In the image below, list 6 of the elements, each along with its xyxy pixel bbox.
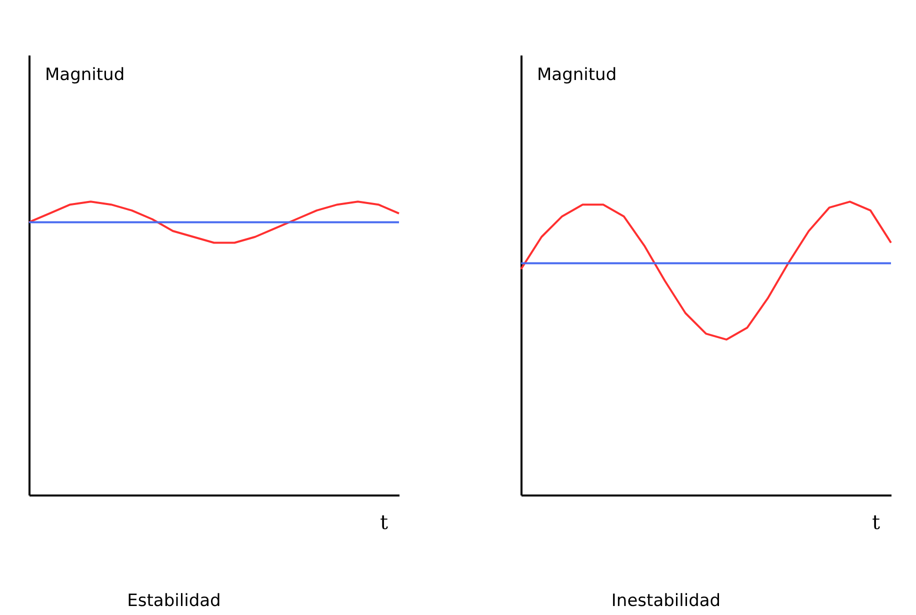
y-axis-title: Magnitud [45,65,125,85]
text: Inestabilidad [611,591,721,611]
x-axis-title: t [380,510,388,534]
x-axis-title: t [872,510,880,534]
y-axis-title: Magnitud [537,65,617,85]
text: Estabilidad [127,591,221,611]
